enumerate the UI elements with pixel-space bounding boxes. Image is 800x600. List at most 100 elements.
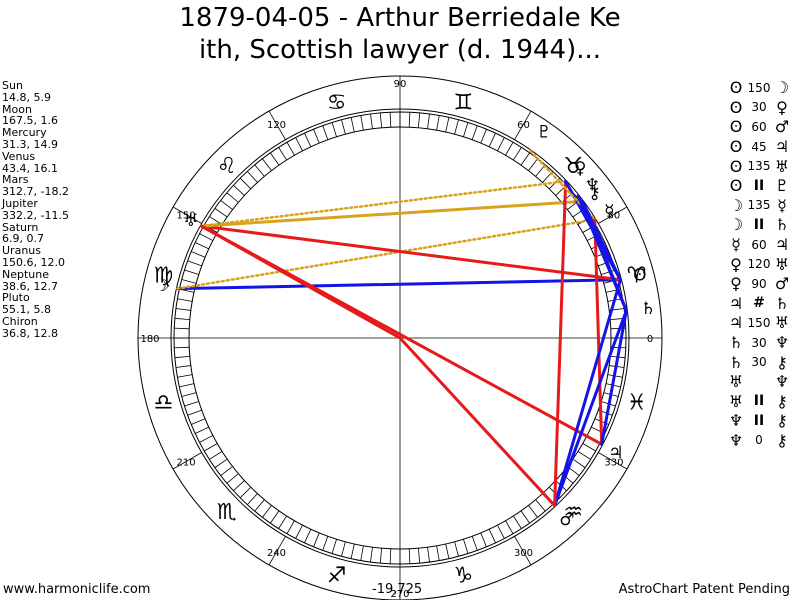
aspect-line-mercury-jupiter (593, 218, 604, 446)
aspect-row: ♃ # ♄ (726, 294, 792, 314)
degree-tick (254, 164, 265, 177)
aspect-angle: 45 (751, 139, 767, 154)
degree-tick (331, 122, 337, 137)
venus-glyph-icon: ♀ (730, 254, 742, 274)
degree-tick (582, 443, 596, 452)
capricorn-sign-icon: ♑ (454, 564, 474, 589)
degree-tick (199, 233, 214, 241)
aspect-line-uranus-sun (199, 224, 622, 282)
moon-glyph-icon: ☽ (728, 215, 744, 235)
degree-tick (417, 112, 421, 128)
degree-tick (341, 119, 346, 135)
aspect-row: ʘ 45 ♃ (726, 137, 792, 157)
degree-tick (262, 505, 272, 518)
aspect-angle: II (753, 177, 765, 194)
sun-glyph-icon: ʘ (729, 156, 743, 176)
chiron-glyph-icon: ⚷ (776, 411, 788, 431)
aspect-angle: 135 (747, 159, 771, 174)
chiron-glyph-icon: ⚷ (776, 430, 788, 450)
aspect-line-jupiter-saturn (600, 309, 628, 446)
neptune-glyph-icon: ♆ (728, 411, 744, 431)
degree-tick (226, 473, 239, 484)
degree-tick (209, 451, 223, 460)
sun-glyph-icon: ʘ (729, 176, 743, 196)
degree-tick (195, 242, 209, 250)
jupiter-glyph-icon: ♃ (774, 235, 790, 255)
moon-glyph-icon: ☽ (774, 78, 790, 98)
degree-tick (331, 539, 337, 554)
aspect-row: ʘ 135 ♅ (726, 156, 792, 176)
degree-tick (191, 251, 206, 258)
planet-name-chiron: Chiron (2, 314, 38, 328)
degree-tick (313, 532, 320, 547)
planet-position-venus: 43.4, 16.1 (2, 161, 58, 175)
aspect-row: ☿ 60 ♃ (726, 235, 792, 255)
aquarius-sign-icon: ♒ (563, 500, 583, 525)
degree-tick (360, 545, 364, 561)
degree-tick (601, 269, 616, 275)
degree-tick (341, 541, 346, 557)
mercury-glyph-icon: ☿ (777, 195, 787, 215)
aspect-line-chiron-sun (581, 199, 622, 282)
degree-tick (247, 493, 258, 505)
degree-tick (226, 192, 239, 203)
aspect-line-moon-sun (175, 278, 622, 291)
aspect-angle: # (753, 295, 765, 312)
sign-divider (268, 536, 286, 566)
uranus-icon: ♅ (183, 211, 198, 231)
degree-tick (350, 543, 355, 559)
planet-name-uranus: Uranus (2, 244, 41, 258)
degree-tick (427, 113, 430, 129)
aspect-line-moon-mercury (176, 218, 597, 290)
mercury-icon: ☿ (604, 202, 614, 222)
aspect-angle: 90 (751, 276, 767, 291)
degree-tick (528, 158, 538, 171)
gemini-sign-icon: ♊ (454, 90, 474, 115)
degree-tick (184, 269, 199, 275)
chiron-glyph-icon: ⚷ (776, 391, 788, 411)
saturn-glyph-icon: ♄ (728, 333, 744, 353)
aspect-line-mars-sun (553, 278, 622, 508)
jupiter-glyph-icon: ♃ (728, 313, 744, 333)
libra-sign-icon: ♎ (153, 390, 173, 415)
degree-tick (174, 346, 190, 349)
degree-tick (445, 117, 450, 133)
planet-name-mars: Mars (2, 173, 29, 187)
pluto-glyph-icon: ♇ (774, 176, 790, 196)
degree-tick (379, 112, 383, 128)
planet-glyphs: ʘ ☽ ☿ ♀ ♂ ♃ ♄ ♅ ♆ ♇ ⚷ (154, 122, 656, 529)
sign-divider (172, 206, 202, 224)
sign-divider (268, 110, 286, 140)
aspect-angle: 60 (751, 119, 767, 134)
degree-tick (247, 171, 258, 183)
saturn-glyph-icon: ♄ (728, 352, 744, 372)
degree-tick (480, 129, 487, 144)
aspect-list: ʘ 150 ☽ ʘ 30 ♀ ʘ 60 ♂ ʘ 45 ♃ ʘ 135 ♅ ʘ II ♇ ☽ 135 ☿ ☽ II ♄ ☿ 60 ♃ ♀… (726, 78, 792, 450)
sun-glyph-icon: ʘ (729, 97, 743, 117)
degree-tick (233, 185, 245, 196)
degree-tick (191, 418, 206, 425)
moon-icon: ☽ (154, 276, 169, 296)
sign-divider (598, 206, 628, 224)
degree-tick (209, 216, 223, 225)
footer-value: -19,725 (372, 582, 423, 597)
degree-tick (471, 536, 478, 551)
venus-glyph-icon: ♀ (730, 274, 742, 294)
degree-label: 60 (517, 120, 530, 131)
sun-glyph-icon: ʘ (729, 117, 743, 137)
sun-icon: ʘ (633, 266, 646, 286)
degree-tick (233, 480, 245, 491)
planet-name-moon: Moon (2, 102, 32, 116)
degree-tick (295, 137, 303, 152)
degree-tick (199, 435, 214, 443)
degree-tick (286, 520, 295, 534)
aspect-line-uranus-chiron (199, 199, 585, 228)
mercury-glyph-icon: ☿ (731, 235, 741, 255)
planet-position-chiron: 36.8, 12.8 (2, 326, 58, 340)
mars-icon: ♂ (559, 510, 574, 530)
taurus-sign-icon: ♉ (563, 154, 583, 179)
aspect-line-mars-venus (553, 179, 568, 508)
moon-glyph-icon: ☽ (728, 195, 744, 215)
planet-position-jupiter: 332.2, -11.5 (2, 208, 69, 222)
aries-sign-icon: ♈ (627, 264, 647, 289)
